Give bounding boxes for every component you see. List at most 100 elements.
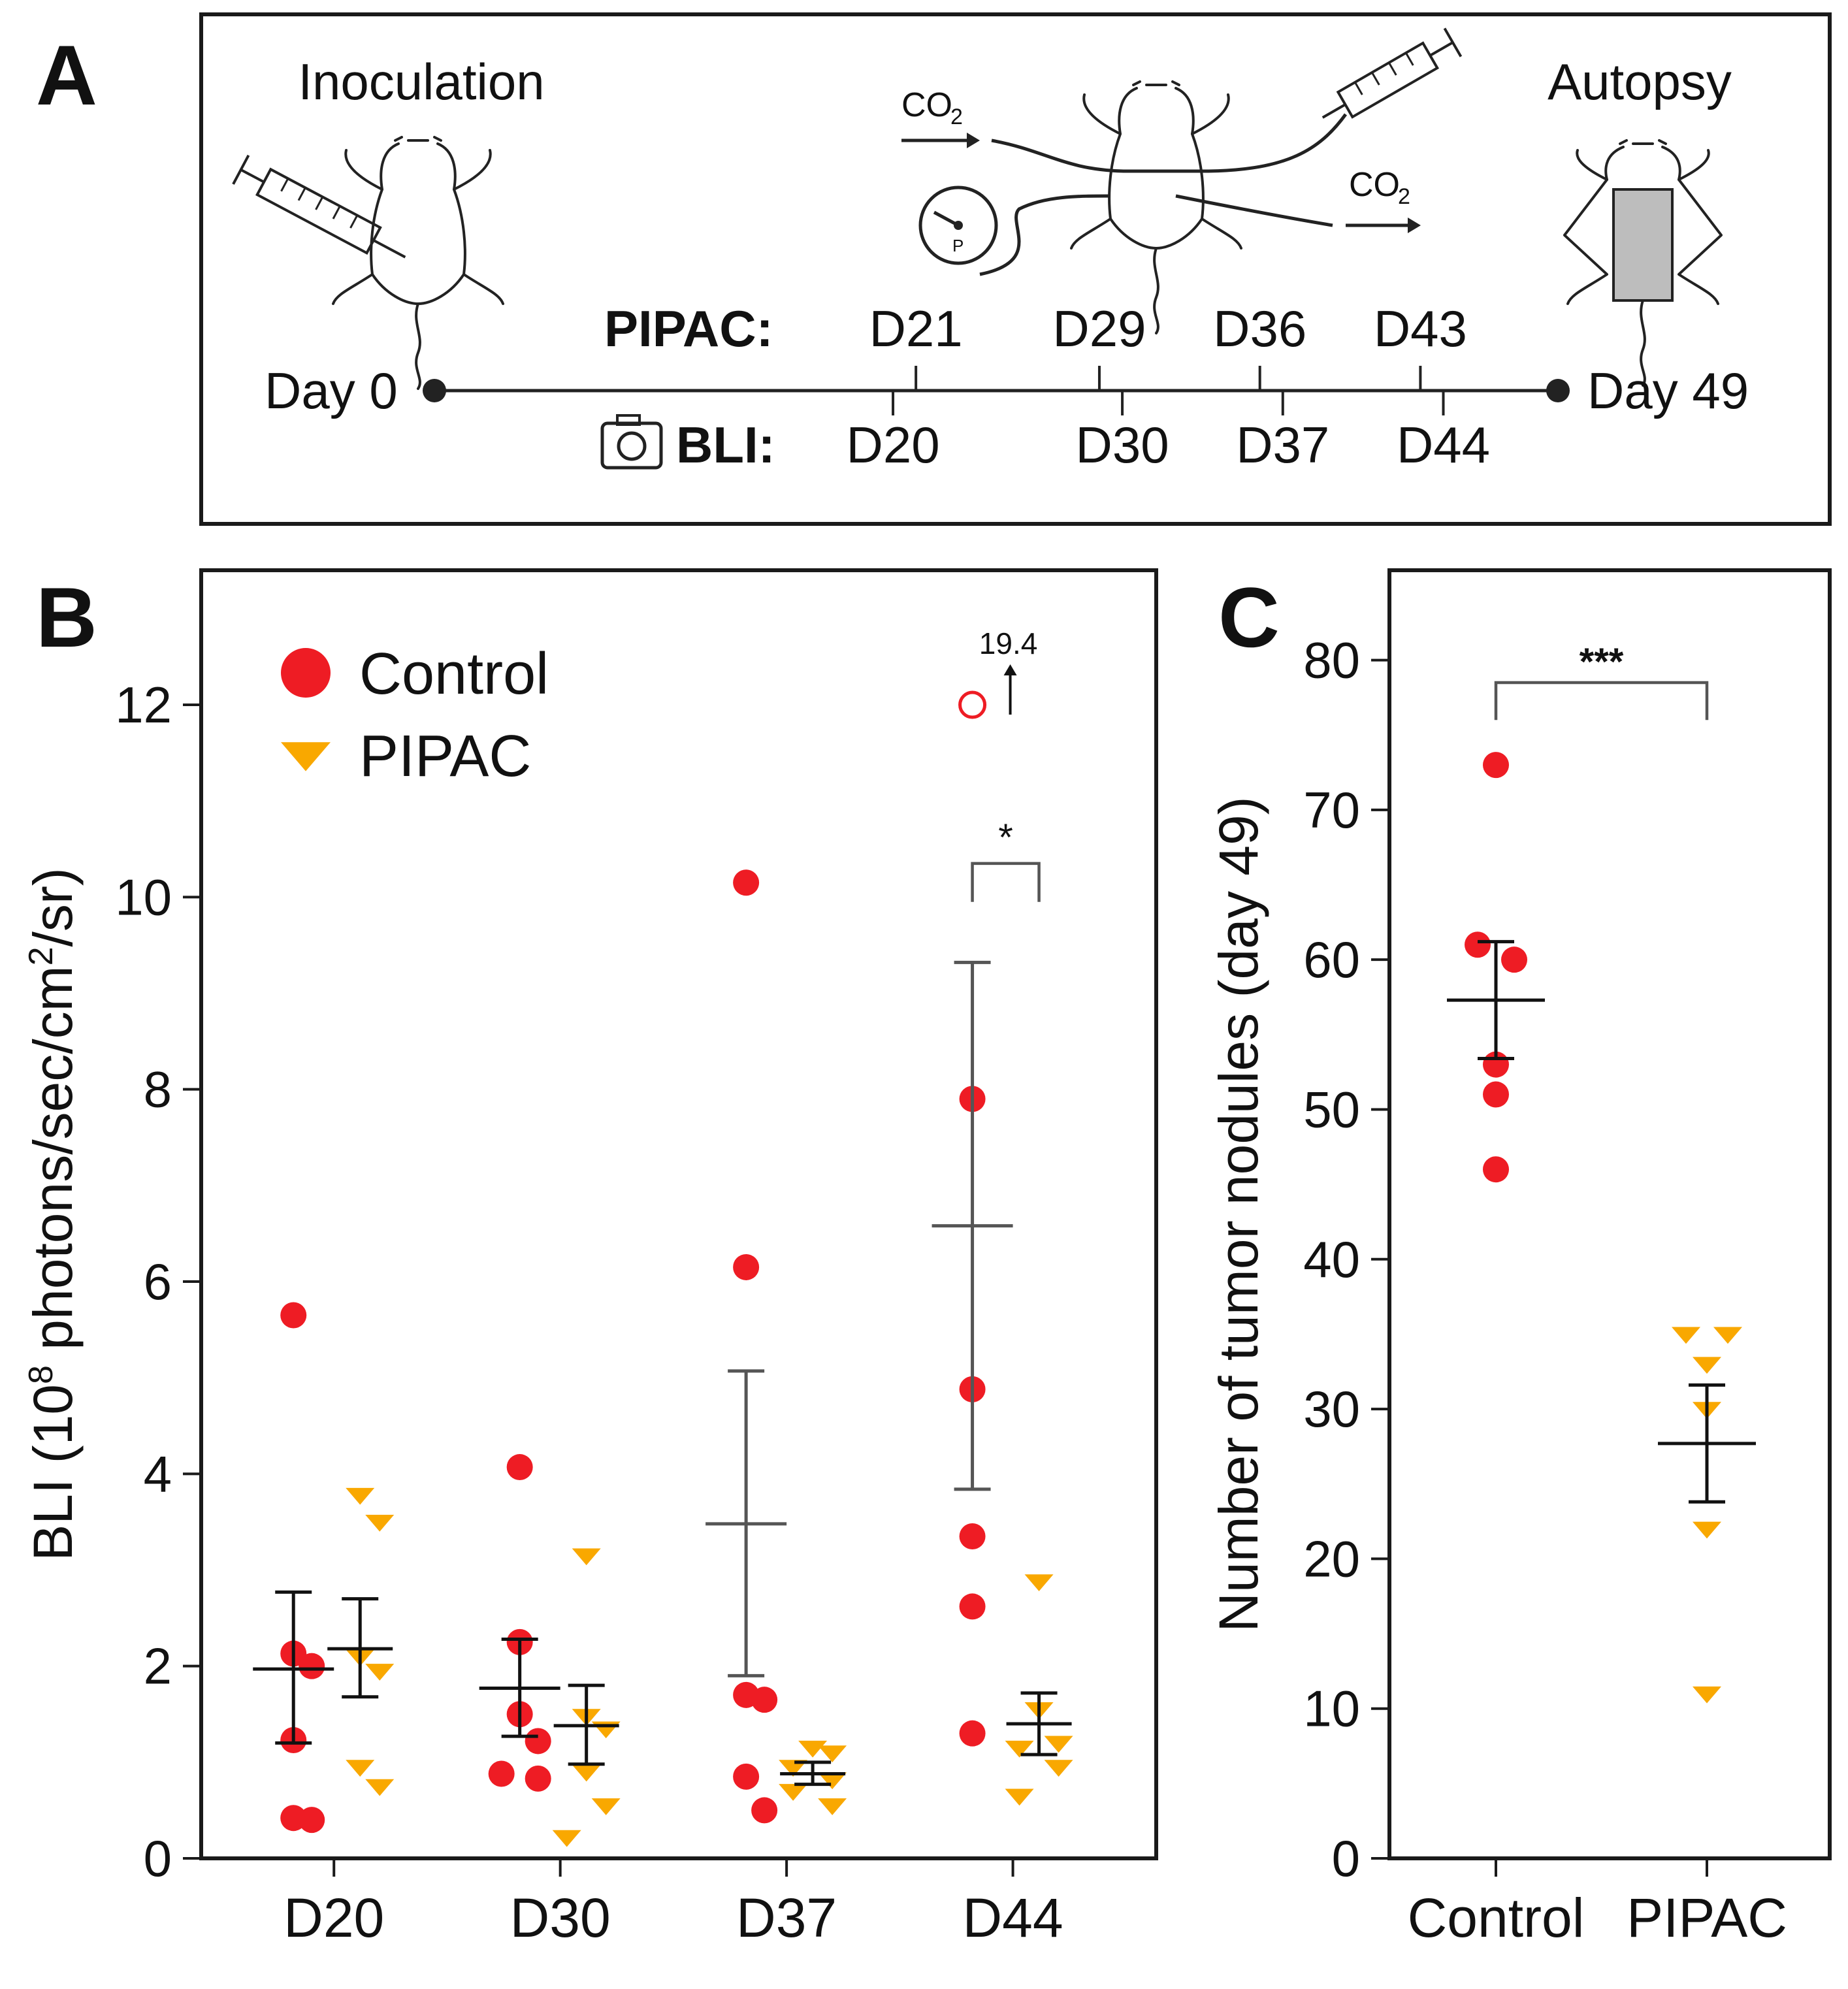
- y-tick-label: 0: [1332, 1830, 1360, 1887]
- chart-c: 0 10 20 30 40 50 60 70 80 Control PIPAC Number of t…: [1208, 632, 1787, 1949]
- pipac-point: [818, 1772, 847, 1790]
- syringe-icon: [232, 154, 406, 259]
- control-point: [733, 1253, 760, 1280]
- y-tick-label: 40: [1303, 1231, 1360, 1288]
- bli-day-label: D44: [1397, 416, 1490, 474]
- y-tick-label: 6: [144, 1253, 172, 1310]
- legend-control-marker: [281, 648, 331, 698]
- bli-day-label: D30: [1076, 416, 1169, 474]
- y-axis-label: BLI (108 photons/sec/cm2/sr): [22, 867, 84, 1561]
- y-tick-label: 80: [1303, 632, 1360, 689]
- pipac-point: [365, 1664, 395, 1681]
- y-tick-label: 12: [115, 676, 172, 734]
- panel-label-b: B: [36, 570, 97, 665]
- control-point: [280, 1302, 307, 1329]
- pipac-point: [1693, 1686, 1721, 1704]
- x-tick-label: D37: [736, 1887, 837, 1949]
- pipac-point: [818, 1798, 847, 1815]
- pipac-day-label: D43: [1374, 300, 1467, 357]
- pipac-point: [779, 1760, 808, 1777]
- panel-c-frame: [1387, 568, 1832, 1860]
- pipac-point: [1713, 1327, 1742, 1344]
- pipac-day-label: D36: [1213, 300, 1306, 357]
- y-tick-label: 60: [1303, 931, 1360, 988]
- pipac-point: [1005, 1740, 1034, 1758]
- control-point: [280, 1805, 307, 1832]
- pipac-point: [818, 1745, 847, 1762]
- y-tick-label: 30: [1303, 1380, 1360, 1438]
- pipac-point: [346, 1760, 375, 1777]
- control-point: [733, 869, 760, 896]
- control-point: [1483, 1156, 1509, 1183]
- y-tick-label: 70: [1303, 781, 1360, 839]
- legend-pipac-label: PIPAC: [359, 724, 531, 789]
- pipac-point: [365, 1779, 395, 1796]
- pipac-day-label: D21: [869, 300, 963, 357]
- x-tick-label: D44: [963, 1887, 1063, 1949]
- control-point: [959, 1720, 986, 1747]
- control-outlier-point: [958, 690, 987, 719]
- pipac-point: [591, 1798, 621, 1815]
- significance-bracket: [1494, 681, 1709, 720]
- panel-b-frame: [199, 568, 1158, 1860]
- control-point: [959, 1523, 986, 1549]
- bli-day-label: D20: [846, 416, 939, 474]
- camera-icon: [600, 414, 663, 470]
- timeline-end-dot: [1546, 379, 1570, 402]
- y-tick-label: 4: [144, 1445, 172, 1502]
- inoculation-label: Inoculation: [298, 53, 544, 110]
- control-point: [1483, 752, 1509, 779]
- timeline-end-label: Day 49: [1587, 362, 1749, 419]
- control-point: [1501, 946, 1527, 973]
- x-tick-label: Control: [1408, 1887, 1585, 1949]
- co2-out-subscript: 2: [1398, 184, 1410, 209]
- co2-in-label: CO: [901, 86, 952, 124]
- y-axis-label: Number of tumor nodules (day 49): [1208, 796, 1269, 1632]
- control-point: [488, 1760, 515, 1787]
- pipac-point: [1044, 1736, 1073, 1753]
- svg-text:P: P: [952, 236, 964, 255]
- y-tick-label: 8: [144, 1061, 172, 1118]
- co2-out-label: CO: [1349, 166, 1400, 204]
- x-tick-label: D20: [284, 1887, 384, 1949]
- pipac-point: [365, 1515, 395, 1532]
- pressure-gauge-icon: P: [918, 186, 998, 265]
- pipac-point: [1044, 1760, 1073, 1777]
- syringe-icon: [1321, 27, 1463, 119]
- pipac-point: [572, 1764, 601, 1782]
- control-point: [733, 1681, 760, 1708]
- x-tick-label: PIPAC: [1627, 1887, 1787, 1949]
- y-tick-label: 10: [115, 868, 172, 926]
- co2-in-subscript: 2: [950, 105, 963, 129]
- panel-label-a: A: [36, 27, 97, 123]
- y-tick-label: 0: [144, 1830, 172, 1887]
- control-point: [959, 1593, 986, 1620]
- y-tick-label: 10: [1303, 1680, 1360, 1738]
- control-point: [299, 1653, 325, 1679]
- control-point: [1483, 1081, 1509, 1108]
- pipac-point: [1693, 1357, 1721, 1374]
- pipac-point: [1024, 1574, 1054, 1592]
- control-point: [751, 1797, 778, 1824]
- timeline-start-dot: [423, 379, 446, 402]
- significance-label: *: [998, 817, 1013, 859]
- pipac-point: [346, 1487, 375, 1505]
- legend: Control PIPAC: [281, 641, 549, 789]
- mouse-icon: [332, 136, 504, 390]
- legend-pipac-marker: [281, 742, 331, 771]
- significance-label: ***: [1580, 641, 1624, 683]
- pipac-point: [591, 1721, 621, 1739]
- pipac-point: [1693, 1521, 1721, 1539]
- control-point: [1465, 931, 1491, 958]
- autopsy-label: Autopsy: [1548, 53, 1732, 110]
- panel-a-frame: [199, 12, 1832, 526]
- pipac-day-label: D29: [1052, 300, 1146, 357]
- legend-control-label: Control: [359, 641, 549, 707]
- chart-b: 0 2 4 6 8 10 12 D20 D30 D37 D44 BLI (108 photons/se…: [22, 626, 1073, 1949]
- control-point: [525, 1728, 551, 1755]
- y-tick-label: 20: [1303, 1530, 1360, 1587]
- y-tick-label: 2: [144, 1638, 172, 1695]
- outlier-arrow-head: [1003, 664, 1017, 676]
